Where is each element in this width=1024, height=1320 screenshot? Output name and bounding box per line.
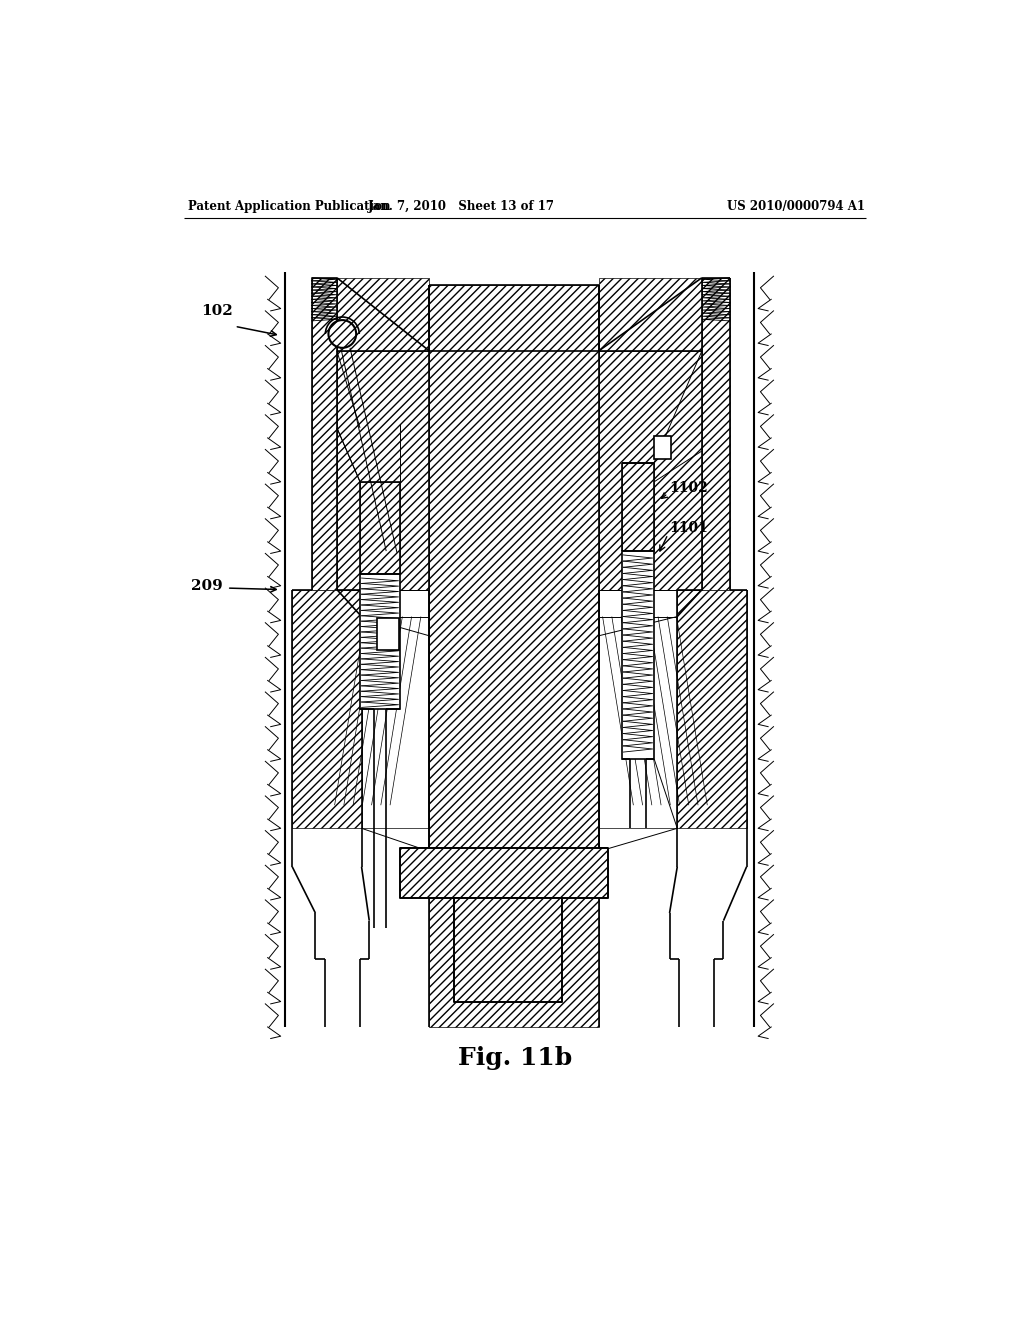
Polygon shape bbox=[377, 618, 398, 651]
Polygon shape bbox=[400, 847, 608, 898]
Polygon shape bbox=[454, 898, 562, 1002]
Polygon shape bbox=[654, 436, 671, 459]
Polygon shape bbox=[622, 462, 654, 552]
Polygon shape bbox=[429, 285, 599, 1027]
Text: 102: 102 bbox=[202, 304, 233, 318]
Text: Jan. 7, 2010   Sheet 13 of 17: Jan. 7, 2010 Sheet 13 of 17 bbox=[369, 199, 555, 213]
Polygon shape bbox=[599, 590, 677, 829]
Polygon shape bbox=[311, 277, 337, 590]
Text: 1101: 1101 bbox=[670, 521, 709, 535]
Text: 1102: 1102 bbox=[670, 480, 709, 495]
Polygon shape bbox=[292, 590, 361, 829]
Polygon shape bbox=[361, 590, 429, 829]
Polygon shape bbox=[677, 590, 746, 829]
Text: 209: 209 bbox=[190, 578, 222, 593]
Polygon shape bbox=[599, 351, 701, 590]
Polygon shape bbox=[337, 351, 429, 590]
Polygon shape bbox=[701, 277, 730, 590]
Polygon shape bbox=[337, 277, 429, 351]
Circle shape bbox=[329, 321, 356, 348]
Polygon shape bbox=[360, 482, 400, 574]
Text: Patent Application Publication: Patent Application Publication bbox=[188, 199, 391, 213]
Text: US 2010/0000794 A1: US 2010/0000794 A1 bbox=[727, 199, 865, 213]
Polygon shape bbox=[622, 552, 654, 759]
Polygon shape bbox=[360, 574, 400, 709]
Polygon shape bbox=[599, 277, 701, 351]
Text: Fig. 11b: Fig. 11b bbox=[459, 1045, 572, 1069]
